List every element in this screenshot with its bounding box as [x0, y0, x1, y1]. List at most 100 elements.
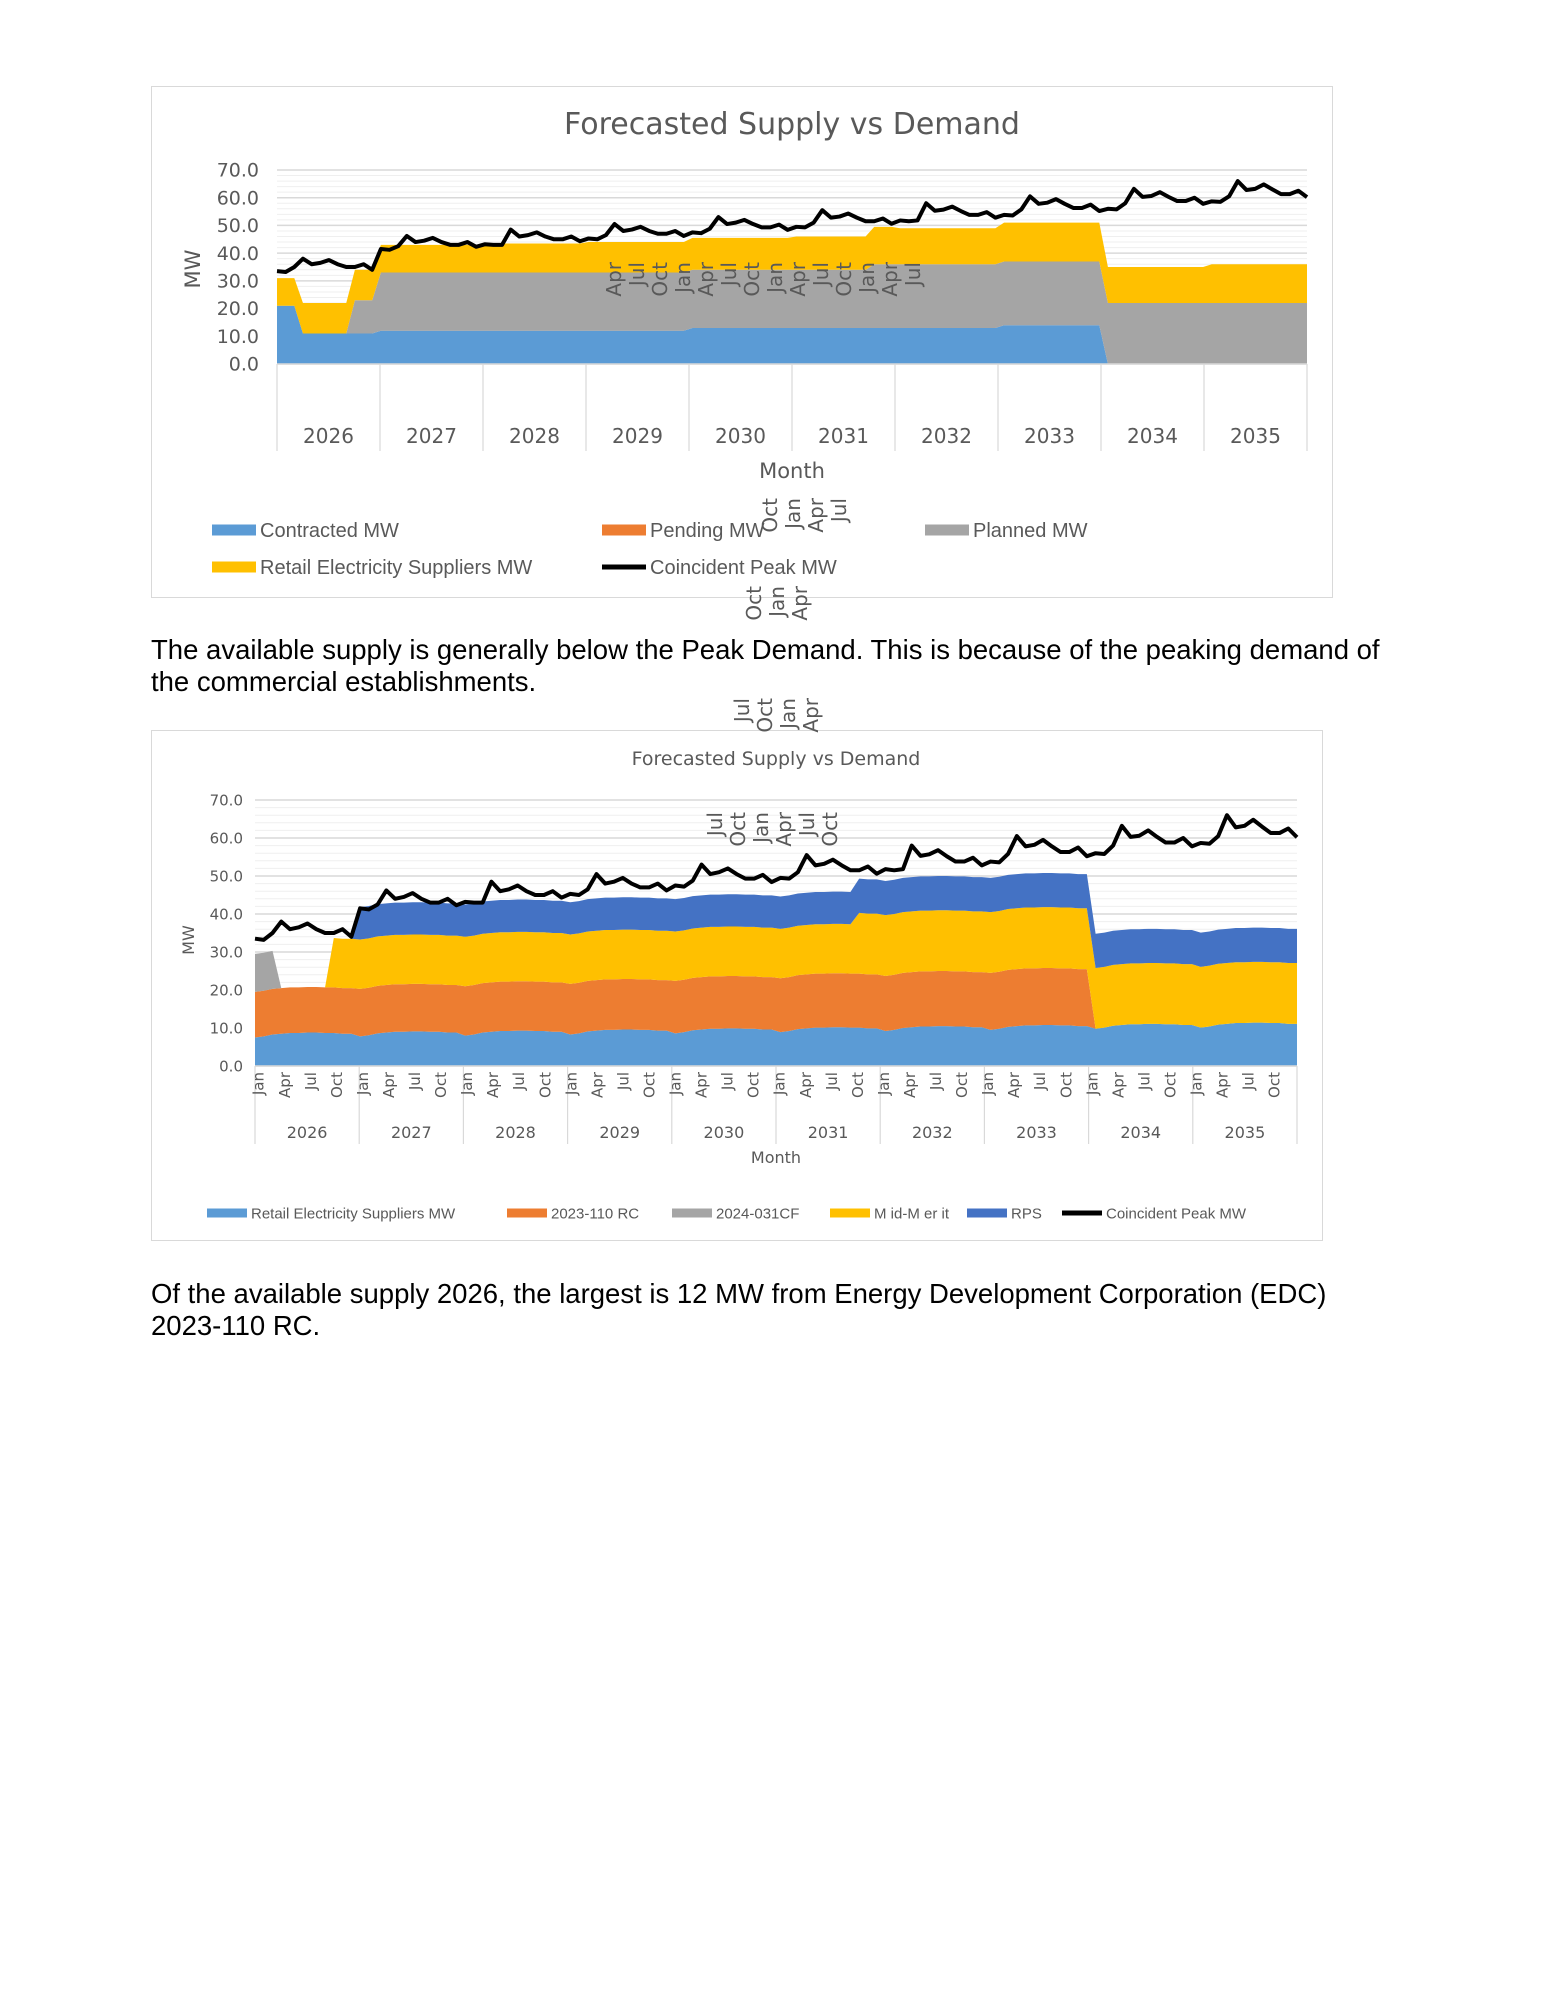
x-year-label: 2032 [921, 424, 972, 448]
x-month-label: Oct [745, 1072, 763, 1098]
x-month-label: Apr [693, 1071, 711, 1098]
area-series-0 [277, 305, 1307, 364]
x-month-label: Jul [719, 1072, 737, 1091]
area-series-3 [255, 907, 1297, 1029]
chart-1-svg: Forecasted Supply vs Demand 0.0 10.0 20.0 30… [181, 107, 1309, 579]
y-tick-label: 10.0 [217, 326, 259, 348]
stray-month-label: Jul [730, 698, 754, 723]
stray-month-label: Jul [625, 262, 649, 287]
x-month-label: Jul [1031, 1072, 1049, 1091]
stray-month-label: Oct [648, 262, 672, 297]
legend-label: RPS [1011, 1205, 1042, 1222]
legend-label: Planned MW [973, 520, 1088, 542]
x-year-label: 2031 [818, 424, 869, 448]
stray-month-label: Oct [818, 812, 842, 847]
stray-month-label: Oct [832, 262, 856, 297]
legend-swatch [672, 1208, 712, 1218]
x-month-label: Jan [667, 1072, 685, 1096]
chart-forecasted-supply-vs-demand-1: Forecasted Supply vs Demand 0.0 10.0 20.0 30… [151, 86, 1333, 598]
x-year-label: 2030 [715, 424, 766, 448]
x-month-label: Oct [432, 1072, 450, 1098]
x-month-label: Apr [1109, 1071, 1127, 1098]
x-month-label: Jan [1188, 1072, 1206, 1096]
x-month-label: Jul [510, 1072, 528, 1091]
legend-swatch [830, 1208, 870, 1218]
x-axis-title: Month [759, 459, 825, 483]
x-month-label: Jan [1083, 1072, 1101, 1096]
stray-month-label: Jul [703, 812, 727, 837]
x-year-label: 2035 [1230, 424, 1281, 448]
stray-month-label: Apr [799, 698, 823, 733]
x-month-label: Jan [875, 1072, 893, 1096]
paragraph-largest-supply-2026: Of the available supply 2026, the larges… [151, 1278, 1327, 1341]
x-year-label: 2031 [808, 1123, 849, 1142]
x-month-label: Oct [1057, 1072, 1075, 1098]
y-tick-label: 50.0 [210, 867, 243, 885]
x-year-label: 2029 [612, 424, 663, 448]
stray-month-label: Oct [740, 262, 764, 297]
x-month-label: Apr [276, 1071, 294, 1098]
stray-month-label: Jan [763, 262, 787, 293]
y-tick-label: 60.0 [210, 829, 243, 847]
x-year-label: 2035 [1225, 1123, 1266, 1142]
stray-month-label: Apr [786, 262, 810, 297]
legend-swatch [207, 1208, 247, 1218]
x-month-label: Oct [953, 1072, 971, 1098]
x-month-label: Jul [1135, 1072, 1153, 1091]
y-tick-label: 0.0 [229, 354, 259, 376]
x-year-label: 2028 [509, 424, 560, 448]
x-axis-title: Month [751, 1148, 801, 1167]
stray-month-label: Oct [726, 812, 750, 847]
x-month-label: Apr [588, 1071, 606, 1098]
y-tick-label: 0.0 [219, 1057, 243, 1075]
x-year-label: 2030 [704, 1123, 745, 1142]
stray-month-label: Apr [788, 586, 812, 621]
legend-label: 2024-031CF [716, 1205, 799, 1222]
legend-label: Retail Electricity Suppliers MW [260, 557, 532, 579]
legend-label: Pending MW [650, 520, 765, 542]
x-year-label: 2032 [912, 1123, 953, 1142]
x-month-label: Jan [354, 1072, 372, 1096]
legend-label: Coincident Peak MW [650, 557, 837, 579]
x-month-label: Jan [250, 1072, 268, 1096]
x-month-label: Jul [1240, 1072, 1258, 1091]
x-month-label: Jan [458, 1072, 476, 1096]
x-month-label: Apr [1005, 1071, 1023, 1098]
x-month-label: Apr [1214, 1071, 1232, 1098]
x-month-label: Jul [823, 1072, 841, 1091]
legend-swatch [212, 561, 256, 573]
x-year-label: 2026 [303, 424, 354, 448]
legend-swatch [967, 1208, 1007, 1218]
paragraph-supply-below-peak: The available supply is generally below … [151, 634, 1380, 697]
stray-month-label: Apr [772, 812, 796, 847]
x-month-label: Apr [484, 1071, 502, 1098]
y-axis-title: MW [179, 925, 198, 955]
x-month-label: Jul [302, 1072, 320, 1091]
stray-month-label: Apr [694, 262, 718, 297]
y-axis-title: MW [181, 249, 205, 288]
x-year-label: 2027 [391, 1123, 432, 1142]
x-month-label: Oct [640, 1072, 658, 1098]
x-month-label: Jan [771, 1072, 789, 1096]
x-year-label: 2029 [599, 1123, 640, 1142]
x-month-label: Jul [406, 1072, 424, 1091]
y-tick-label: 40.0 [217, 243, 259, 265]
x-month-label: Jan [979, 1072, 997, 1096]
stray-month-label: Apr [804, 498, 828, 533]
stray-month-label: Jan [749, 812, 773, 843]
x-month-label: Jul [614, 1072, 632, 1091]
legend-swatch [925, 524, 969, 536]
x-year-label: 2034 [1120, 1123, 1161, 1142]
legend-swatch [212, 524, 256, 536]
x-year-label: 2033 [1016, 1123, 1057, 1142]
x-month-label: Apr [797, 1071, 815, 1098]
line-series-coincident-peak [276, 179, 1309, 274]
y-tick-label: 20.0 [217, 298, 259, 320]
chart-title: Forecasted Supply vs Demand [564, 107, 1020, 142]
legend-label: Retail Electricity Suppliers MW [251, 1205, 456, 1222]
legend-label: Contracted MW [260, 520, 399, 542]
x-month-label: Oct [328, 1072, 346, 1098]
legend-swatch [602, 524, 646, 536]
line-series-coincident-peak [254, 813, 1299, 942]
legend-label: M id-M er it [874, 1205, 950, 1222]
